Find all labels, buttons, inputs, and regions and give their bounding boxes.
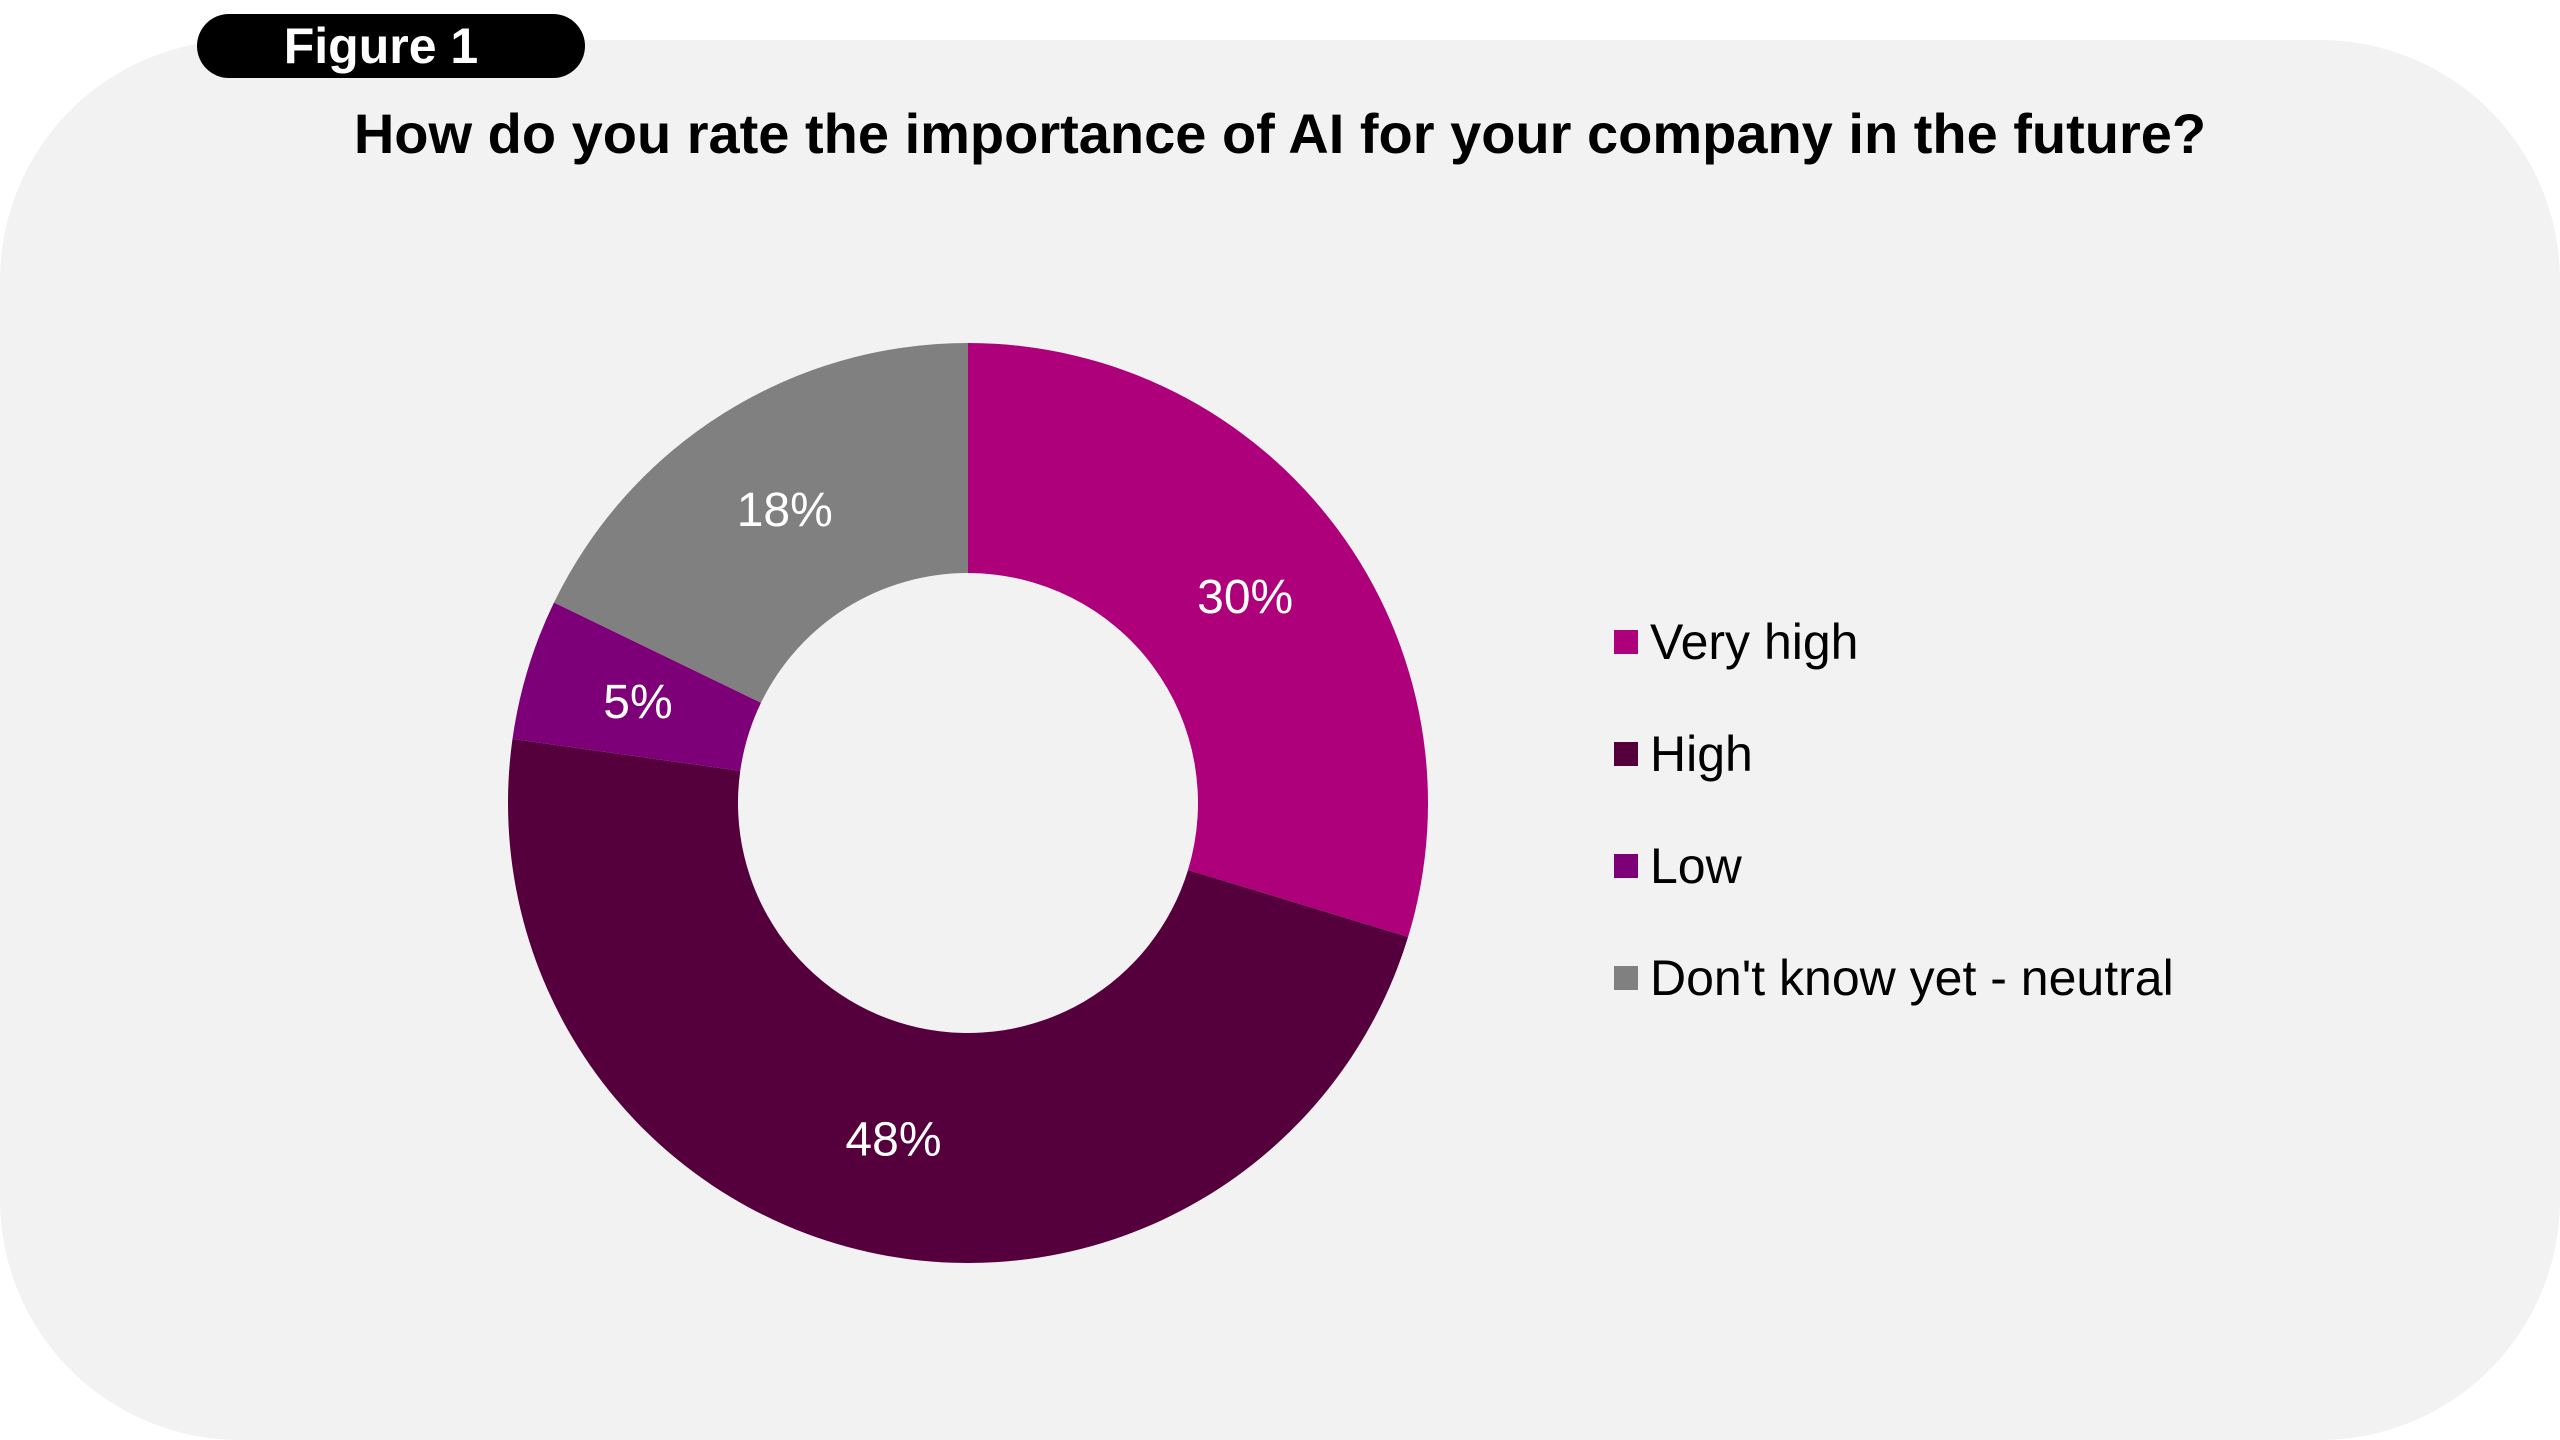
slice-don-t-know-yet-neutral (553, 343, 968, 703)
legend-label-very-high: Very high (1650, 614, 1859, 670)
slice-low (512, 602, 761, 771)
data-label-don-t-know-yet-neutral: 18% (737, 484, 833, 537)
legend-label-low: Low (1650, 838, 1742, 894)
legend-swatch-very-high (1614, 630, 1638, 654)
donut-data-labels: 30% 48% 5% 18% (603, 484, 1293, 1166)
legend-swatch-low (1614, 854, 1638, 878)
legend-swatch-high (1614, 742, 1638, 766)
data-label-high: 48% (845, 1113, 941, 1166)
legend-item-low: Low (1614, 810, 2174, 922)
legend-swatch-don-t-know-yet-neutral (1614, 966, 1638, 990)
data-label-very-high: 30% (1197, 571, 1293, 624)
donut-slices (508, 343, 1428, 1263)
legend-item-don-t-know-yet-neutral: Don't know yet - neutral (1614, 922, 2174, 1034)
figure-label-badge: Figure 1 (197, 14, 585, 78)
slice-very-high (968, 343, 1428, 937)
legend-item-high: High (1614, 698, 2174, 810)
chart-title: How do you rate the importance of AI for… (353, 102, 2207, 165)
legend-item-very-high: Very high (1614, 586, 2174, 698)
legend-label-high: High (1650, 726, 1753, 782)
legend-label-don-t-know-yet-neutral: Don't know yet - neutral (1650, 950, 2174, 1006)
slice-high (508, 738, 1409, 1263)
data-label-low: 5% (603, 676, 672, 729)
chart-legend: Very high High Low Don't know yet - neutral (1614, 586, 2174, 1034)
